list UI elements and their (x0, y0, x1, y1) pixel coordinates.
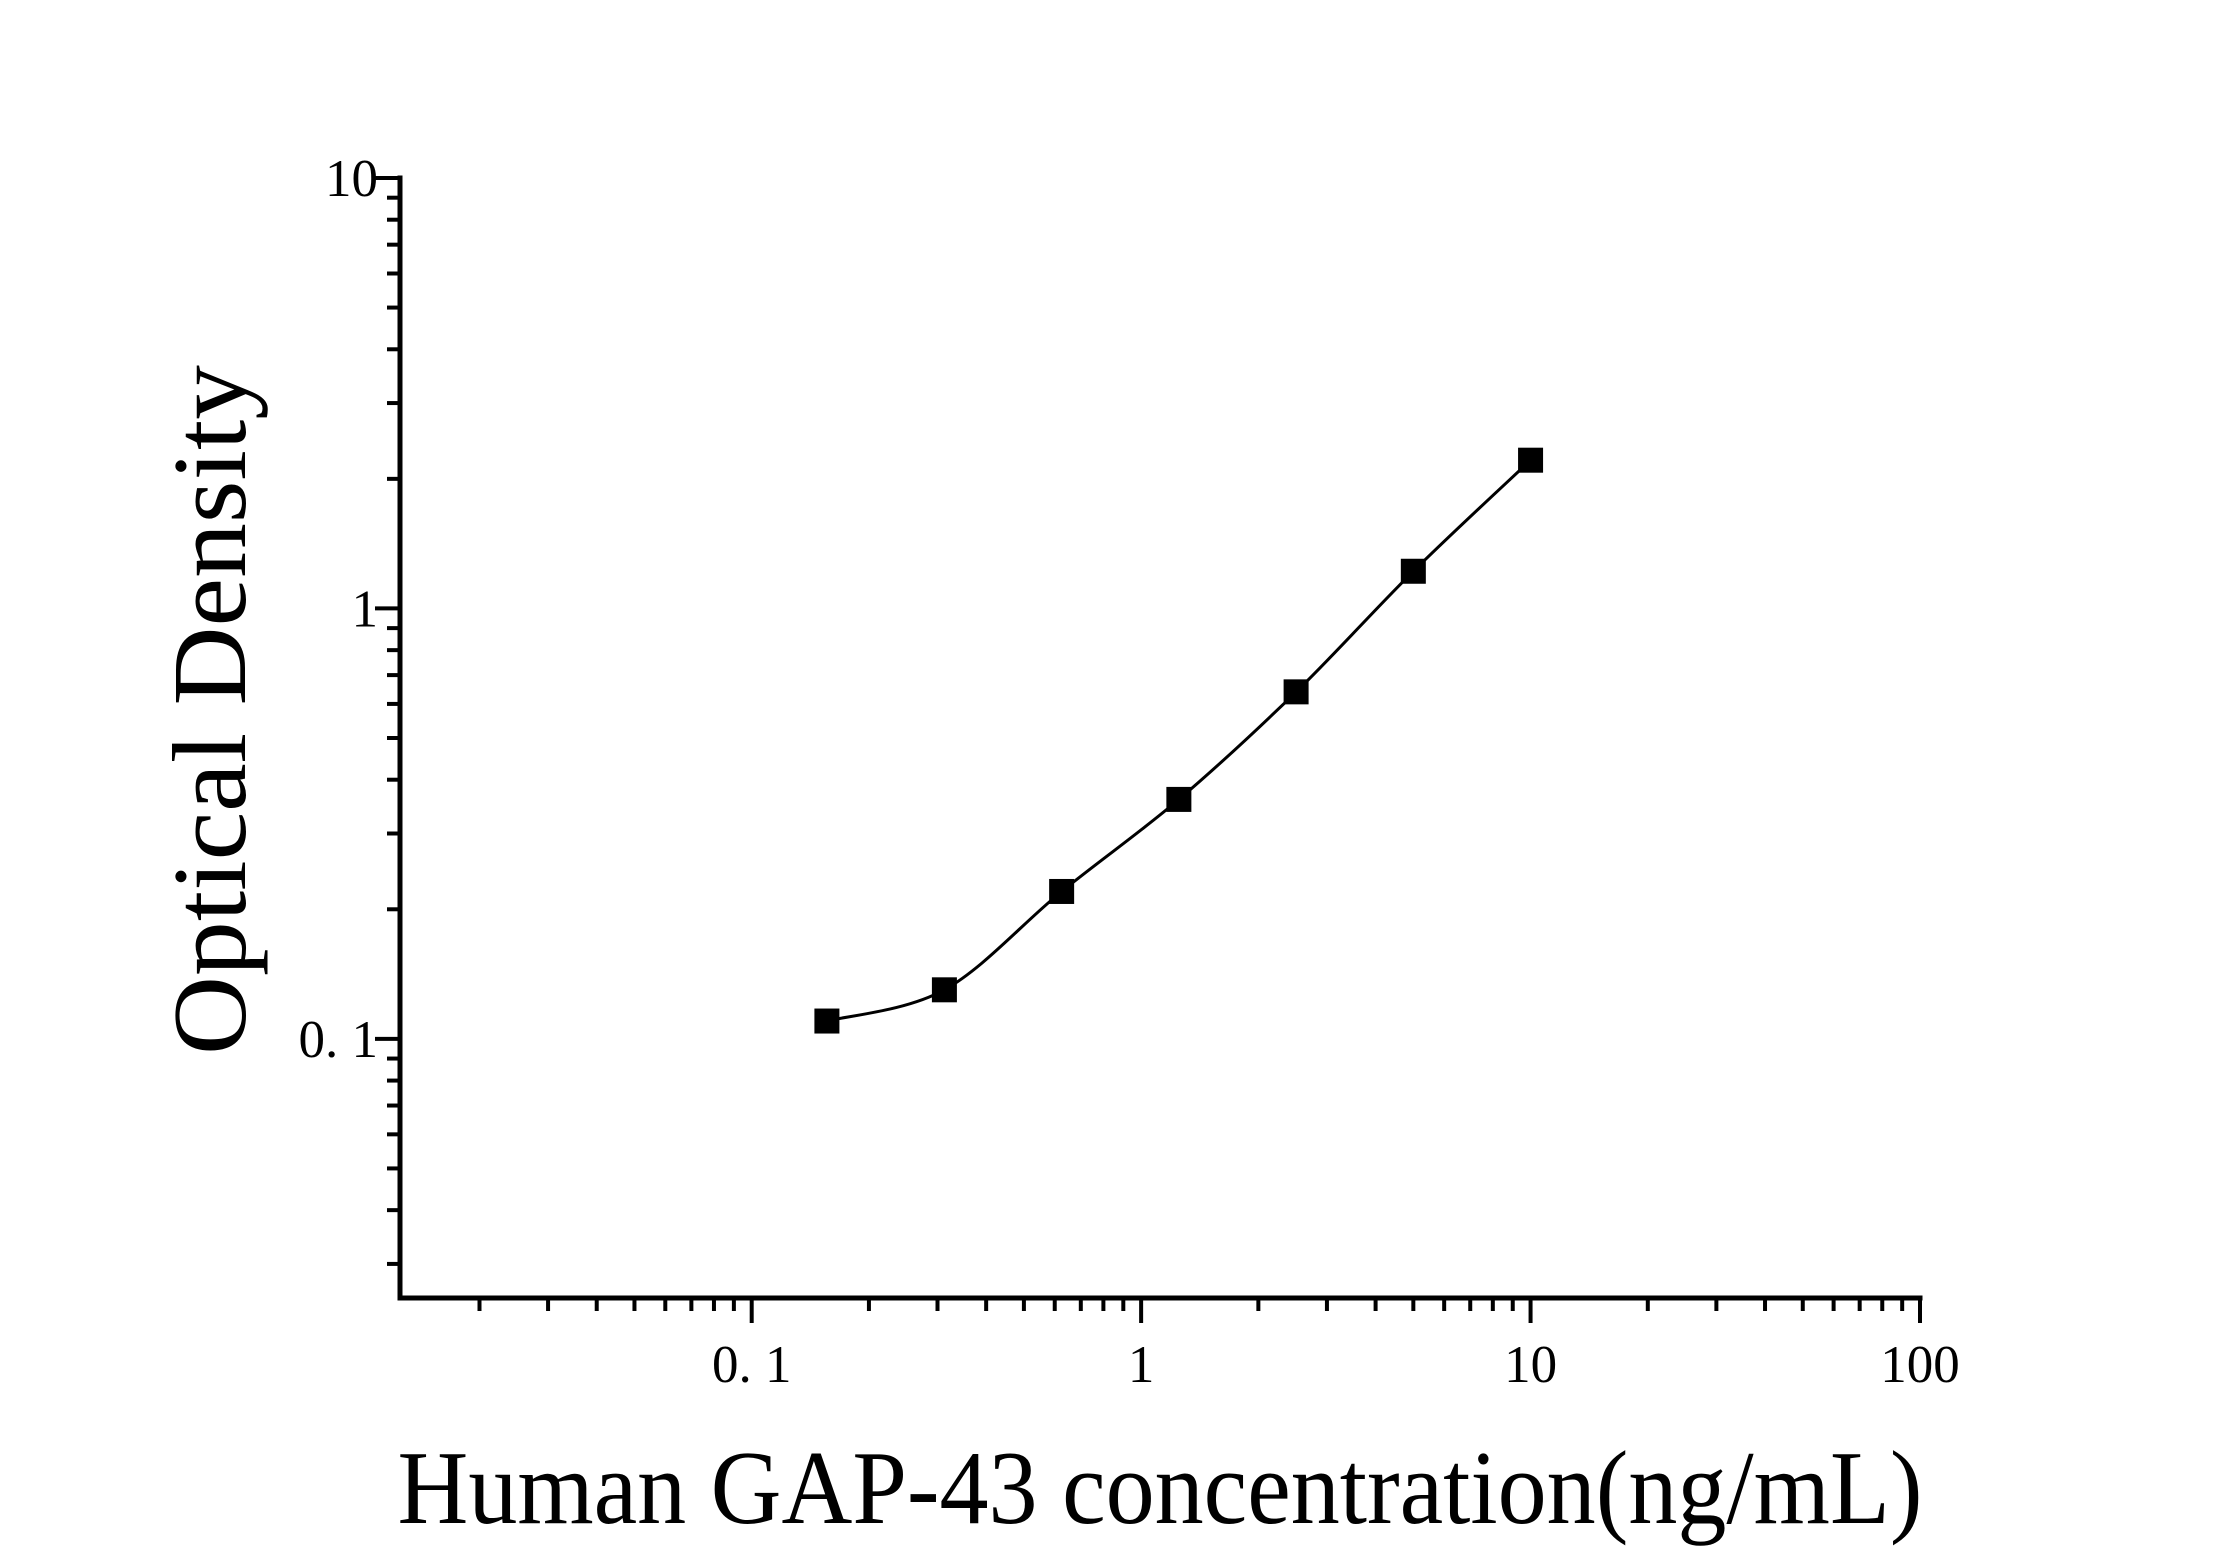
data-point-marker (1166, 786, 1192, 812)
y-tick-label: 0. 1 (299, 1011, 379, 1069)
y-axis-major-ticks (375, 176, 400, 1041)
data-point-marker (814, 1008, 840, 1034)
data-point-marker (1283, 679, 1309, 705)
standard-curve-line (826, 459, 1532, 1023)
x-axis-title: Human GAP-43 concentration(ng/mL) (398, 1429, 1923, 1546)
axis-spines (397, 175, 1923, 1301)
x-axis-tick-labels: 0. 1 1 10 100 (712, 1336, 1960, 1394)
y-tick-label: 1 (352, 580, 379, 638)
x-tick-label: 10 (1504, 1336, 1557, 1394)
y-axis-tick-labels: 0. 1 1 10 (299, 150, 379, 1069)
data-point-marker (1400, 558, 1426, 584)
y-tick-label: 10 (325, 150, 378, 208)
data-point-marker (1518, 447, 1544, 473)
y-axis-title: Optical Density (151, 364, 268, 1055)
x-axis-minor-ticks (477, 1298, 1905, 1311)
y-axis-minor-ticks (387, 195, 400, 1266)
x-tick-label: 100 (1880, 1336, 1960, 1394)
data-point-marker (931, 977, 957, 1003)
x-tick-label: 0. 1 (712, 1336, 792, 1394)
data-point-marker (1049, 878, 1075, 904)
x-axis-major-ticks (749, 1298, 1922, 1323)
data-point-markers (814, 447, 1544, 1034)
x-tick-label: 1 (1128, 1336, 1155, 1394)
